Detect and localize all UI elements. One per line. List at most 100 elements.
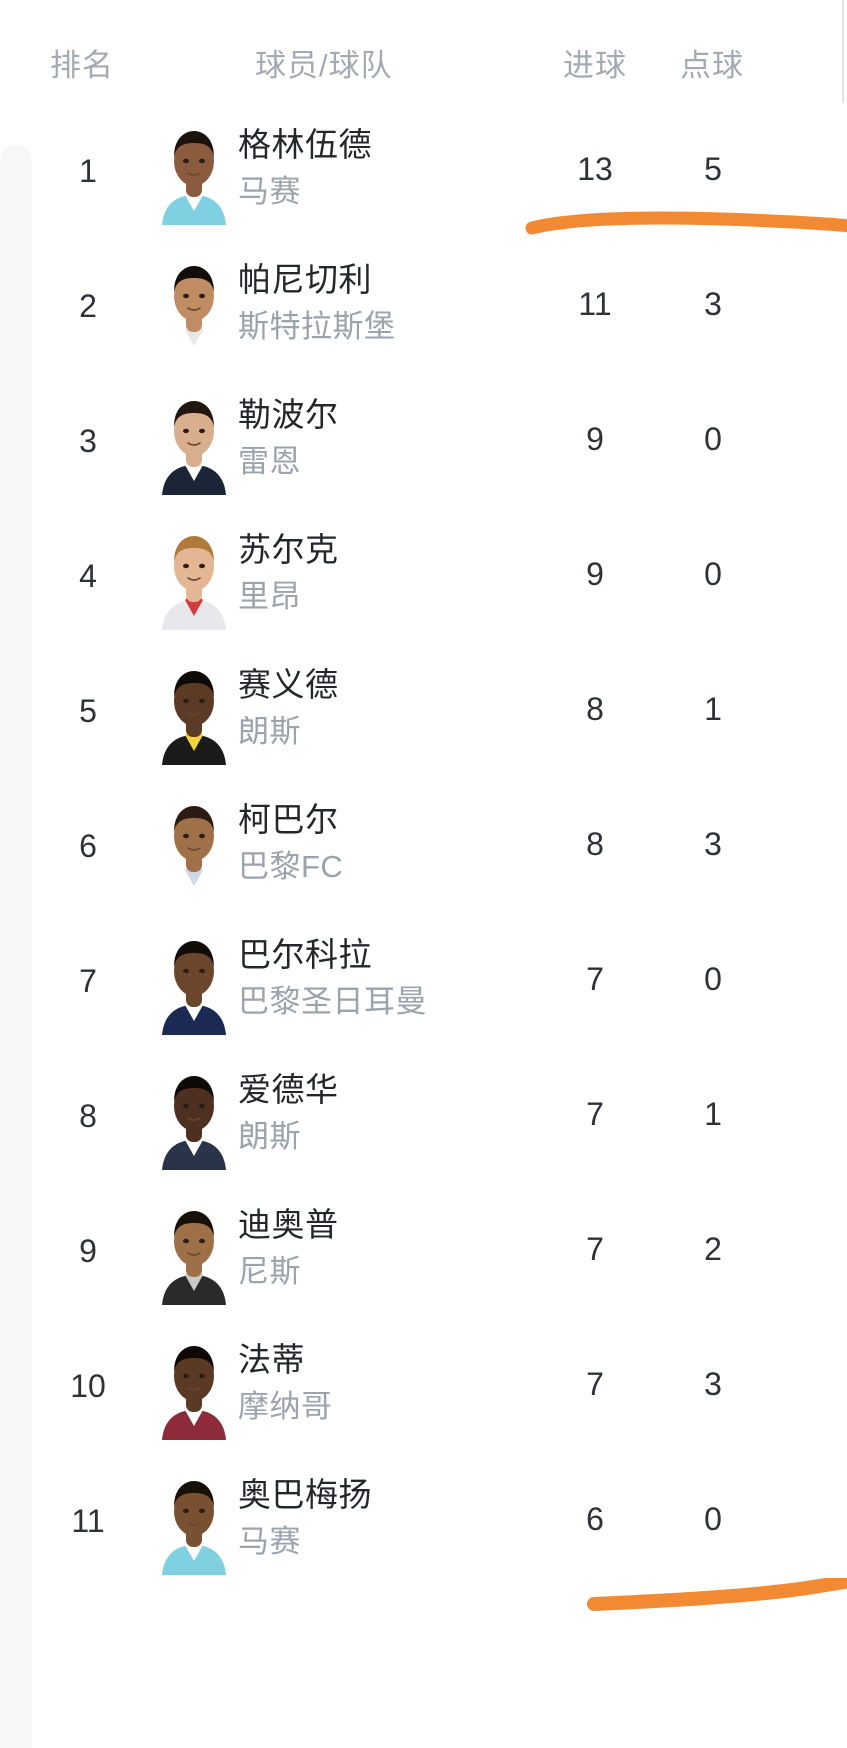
row-penalties: 3	[704, 826, 722, 862]
team-name: 朗斯	[238, 1119, 301, 1154]
team-name: 巴黎圣日耳曼	[238, 984, 427, 1019]
player-name: 帕尼切利	[238, 261, 372, 298]
row-rank: 6	[79, 828, 97, 864]
player-portrait-image	[152, 1465, 236, 1575]
team-name: 朗斯	[238, 714, 301, 749]
row-rank: 3	[79, 423, 97, 459]
player-team-cell: 格林伍德 马赛	[238, 121, 538, 215]
column-header-rank: 排名	[50, 48, 114, 83]
player-photo	[152, 1330, 236, 1440]
team-name: 马赛	[238, 174, 301, 209]
player-portrait-image	[152, 385, 236, 495]
player-portrait-image	[152, 1195, 236, 1305]
row-rank: 2	[79, 288, 97, 324]
table-row[interactable]: 10 法蒂摩纳哥 7 3	[0, 1318, 847, 1453]
team-name: 尼斯	[238, 1254, 301, 1289]
player-photo	[152, 1465, 236, 1575]
table-row[interactable]: 7 巴尔科拉巴黎圣日耳曼 7 0	[0, 913, 847, 1048]
row-goals: 7	[586, 1096, 604, 1132]
row-goals: 7	[586, 1231, 604, 1267]
column-header-player-team: 球员/球队	[255, 48, 393, 83]
row-goals: 13	[577, 151, 613, 187]
player-team-cell: 奥巴梅扬 马赛	[238, 1471, 538, 1565]
row-goals: 8	[586, 691, 604, 727]
row-rank: 5	[79, 693, 97, 729]
player-portrait-image	[152, 790, 236, 900]
row-rank: 11	[71, 1503, 105, 1539]
player-team-cell: 爱德华 朗斯	[238, 1066, 538, 1160]
team-name: 斯特拉斯堡	[238, 309, 396, 344]
table-row[interactable]: 9 迪奥普尼斯 7 2	[0, 1183, 847, 1318]
player-photo	[152, 250, 236, 360]
player-photo	[152, 1195, 236, 1305]
row-goals: 9	[586, 556, 604, 592]
player-name: 苏尔克	[238, 531, 339, 568]
player-photo	[152, 520, 236, 630]
team-name: 里昂	[238, 579, 301, 614]
row-rank: 4	[79, 558, 97, 594]
row-goals: 8	[586, 826, 604, 862]
player-name: 赛义德	[238, 666, 339, 703]
row-goals: 7	[586, 1366, 604, 1402]
player-portrait-image	[152, 655, 236, 765]
row-goals: 7	[586, 961, 604, 997]
player-team-cell: 迪奥普 尼斯	[238, 1201, 538, 1295]
player-team-cell: 法蒂 摩纳哥	[238, 1336, 538, 1430]
player-photo	[152, 385, 236, 495]
player-portrait-image	[152, 1330, 236, 1440]
row-rank: 10	[70, 1368, 106, 1404]
team-name: 马赛	[238, 1524, 301, 1559]
table-row[interactable]: 11 奥巴梅扬马赛 6 0	[0, 1453, 847, 1588]
row-penalties: 2	[704, 1231, 722, 1267]
table-row[interactable]: 8 爱德华朗斯 7 1	[0, 1048, 847, 1183]
row-penalties: 0	[704, 421, 722, 457]
player-name: 巴尔科拉	[238, 936, 372, 973]
player-name: 格林伍德	[238, 126, 372, 163]
row-penalties: 5	[704, 151, 722, 187]
player-portrait-image	[152, 250, 236, 360]
header-right-divider	[842, 0, 844, 103]
player-name: 迪奥普	[238, 1206, 339, 1243]
player-photo	[152, 655, 236, 765]
player-team-cell: 赛义德 朗斯	[238, 661, 538, 755]
team-name: 巴黎FC	[238, 849, 344, 884]
player-portrait-image	[152, 115, 236, 225]
player-team-cell: 苏尔克 里昂	[238, 526, 538, 620]
row-rank: 9	[79, 1233, 97, 1269]
row-rank: 1	[79, 153, 97, 189]
card-left-gutter	[0, 145, 32, 1748]
column-header-penalties: 点球	[680, 48, 744, 83]
player-photo	[152, 1060, 236, 1170]
player-team-cell: 柯巴尔巴黎FC	[238, 796, 538, 890]
team-name: 摩纳哥	[238, 1389, 333, 1424]
row-penalties: 3	[704, 286, 722, 322]
player-name: 柯巴尔	[238, 801, 339, 838]
player-name: 奥巴梅扬	[238, 1476, 372, 1513]
player-team-cell: 勒波尔 雷恩	[238, 391, 538, 485]
row-penalties: 0	[704, 556, 722, 592]
row-goals: 11	[578, 286, 612, 322]
table-row[interactable]: 2 帕尼切利斯特拉斯堡 11 3	[0, 238, 847, 373]
player-team-cell: 帕尼切利 斯特拉斯堡	[238, 256, 538, 350]
player-name: 勒波尔	[238, 396, 339, 433]
table-header-row: 排名 球员/球队 进球 点球	[0, 0, 847, 103]
player-photo	[152, 925, 236, 1035]
table-row[interactable]: 6 柯巴尔巴黎FC 8 3	[0, 778, 847, 913]
row-rank: 8	[79, 1098, 97, 1134]
column-header-goals: 进球	[563, 48, 627, 83]
table-row[interactable]: 5 赛义德 朗斯 8 1	[0, 643, 847, 778]
row-penalties: 1	[704, 1096, 722, 1132]
table-row[interactable]: 3 勒波尔 雷恩 9 0	[0, 373, 847, 508]
row-rank: 7	[79, 963, 97, 999]
team-name: 雷恩	[238, 444, 301, 479]
row-penalties: 3	[704, 1366, 722, 1402]
row-penalties: 0	[704, 1501, 722, 1537]
player-portrait-image	[152, 520, 236, 630]
row-penalties: 0	[704, 961, 722, 997]
table-row[interactable]: 4 苏尔克里昂 9 0	[0, 508, 847, 643]
player-name: 爱德华	[238, 1071, 339, 1108]
table-row[interactable]: 1 格林伍德马赛 13 5	[0, 103, 847, 238]
player-name: 法蒂	[238, 1341, 305, 1378]
row-goals: 6	[586, 1501, 604, 1537]
